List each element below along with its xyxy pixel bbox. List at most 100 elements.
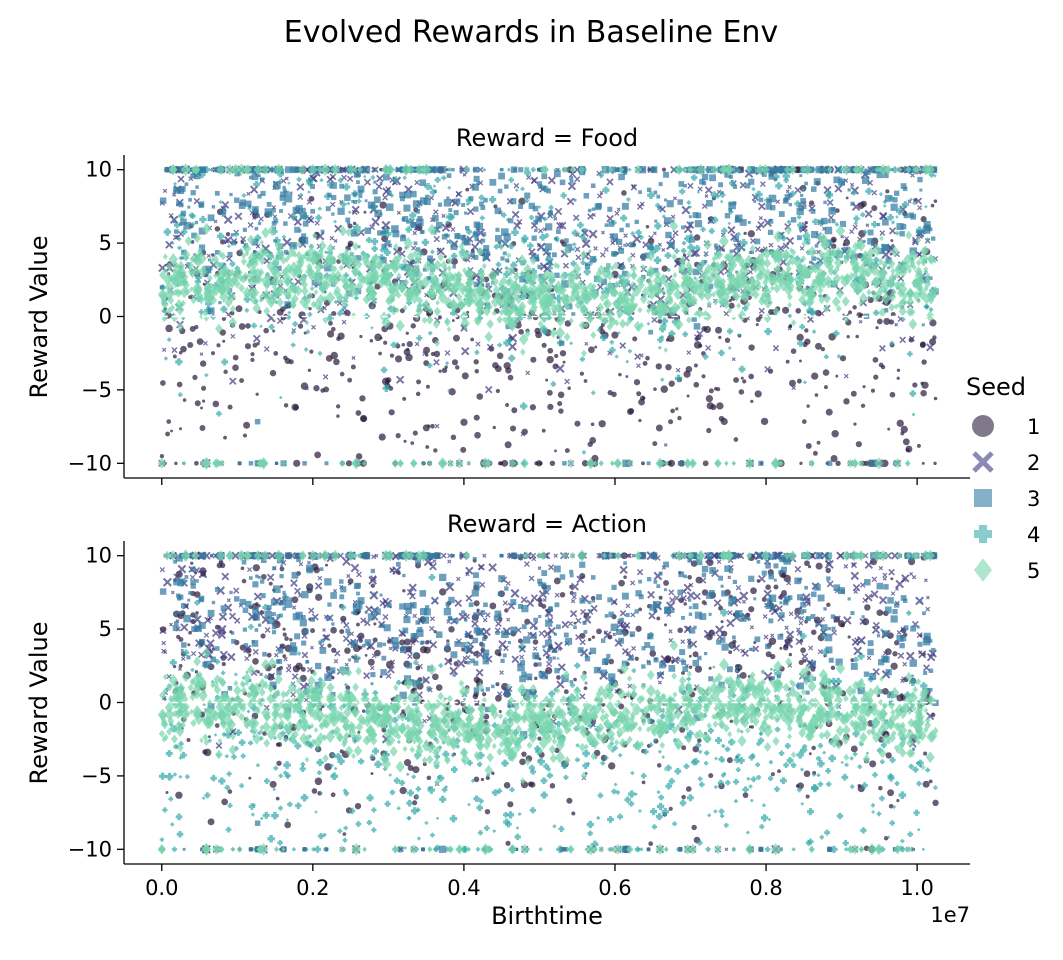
data-point-seed-2 [731, 357, 736, 362]
data-point-seed-3 [218, 301, 222, 305]
data-point-seed-4 [550, 381, 557, 387]
data-point-seed-3 [187, 205, 191, 209]
data-point-seed-1 [505, 840, 511, 846]
data-point-seed-1 [399, 639, 406, 646]
data-point-seed-1 [291, 596, 299, 604]
data-point-seed-5 [719, 234, 730, 248]
data-point-seed-1 [311, 788, 318, 794]
data-point-seed-1 [738, 389, 745, 395]
data-point-seed-3 [545, 223, 553, 231]
data-point-seed-2 [371, 217, 380, 226]
data-point-seed-1 [549, 783, 556, 789]
data-point-seed-1 [333, 358, 340, 366]
data-point-seed-1 [705, 394, 714, 403]
data-point-seed-1 [702, 460, 709, 467]
data-point-seed-1 [344, 647, 351, 654]
data-point-seed-3 [553, 170, 561, 178]
data-point-seed-1 [176, 381, 183, 388]
data-point-seed-1 [194, 324, 199, 330]
data-point-seed-3 [482, 253, 490, 260]
data-point-seed-1 [549, 460, 556, 467]
data-point-seed-1 [220, 562, 226, 568]
data-point-seed-4 [577, 221, 584, 229]
data-point-seed-4 [346, 201, 351, 206]
data-point-seed-4 [464, 249, 470, 255]
data-point-seed-5 [581, 349, 587, 358]
data-point-seed-5 [447, 458, 454, 468]
data-point-seed-3 [594, 203, 602, 211]
data-point-seed-1 [199, 425, 206, 431]
data-point-seed-1 [815, 562, 823, 570]
data-point-seed-4 [181, 316, 185, 321]
data-point-seed-5 [481, 262, 487, 270]
data-point-seed-1 [451, 319, 455, 322]
data-point-seed-4 [299, 192, 303, 197]
data-point-seed-2 [705, 344, 712, 351]
data-point-seed-2 [411, 245, 417, 251]
data-point-seed-1 [232, 354, 239, 361]
data-point-seed-3 [547, 252, 551, 256]
data-point-seed-4 [865, 187, 873, 195]
data-point-seed-3 [547, 260, 553, 266]
data-point-seed-4 [416, 335, 423, 342]
data-point-seed-2 [511, 210, 520, 219]
data-point-seed-4 [728, 346, 732, 350]
data-point-seed-3 [273, 181, 281, 190]
data-point-seed-2 [566, 197, 575, 206]
data-point-seed-4 [617, 274, 623, 280]
data-point-seed-1 [344, 309, 351, 317]
data-point-seed-3 [821, 217, 828, 225]
data-point-seed-1 [282, 627, 286, 631]
data-point-seed-1 [182, 398, 187, 402]
data-point-seed-3 [367, 201, 375, 209]
data-point-seed-1 [932, 335, 937, 340]
data-point-seed-4 [251, 322, 257, 329]
data-point-seed-1 [611, 331, 619, 339]
data-point-seed-3 [448, 208, 453, 212]
data-point-seed-1 [263, 327, 269, 334]
data-point-seed-1 [896, 799, 900, 803]
data-point-seed-2 [616, 207, 621, 212]
data-point-seed-1 [473, 676, 480, 683]
data-point-seed-4 [432, 184, 436, 188]
data-point-seed-1 [789, 379, 796, 387]
data-point-seed-5 [773, 230, 783, 243]
data-point-seed-1 [810, 629, 817, 635]
data-point-seed-3 [882, 218, 889, 226]
data-point-seed-5 [841, 296, 850, 307]
data-point-seed-1 [724, 337, 731, 343]
y-axis-label-food: Reward Value [25, 236, 53, 399]
data-point-seed-3 [813, 178, 821, 186]
data-point-seed-4 [360, 250, 366, 256]
data-point-seed-2 [266, 313, 276, 323]
data-point-seed-1 [310, 628, 315, 634]
data-point-seed-4 [466, 228, 472, 235]
data-point-seed-4 [751, 187, 756, 191]
data-point-seed-2 [858, 319, 863, 324]
data-point-seed-3 [835, 167, 841, 173]
data-point-seed-2 [675, 367, 681, 373]
data-point-seed-1 [645, 355, 650, 361]
data-point-seed-3 [563, 238, 569, 244]
data-point-seed-1 [706, 427, 712, 434]
data-point-seed-3 [876, 222, 881, 227]
data-point-seed-4 [654, 222, 662, 230]
data-point-seed-1 [533, 662, 539, 668]
data-point-seed-3 [289, 191, 293, 195]
data-point-seed-1 [370, 583, 376, 588]
data-point-seed-1 [256, 341, 260, 346]
data-point-seed-3 [903, 213, 909, 219]
data-point-seed-1 [887, 789, 895, 797]
data-point-seed-1 [423, 346, 431, 354]
data-point-seed-3 [238, 202, 246, 209]
data-point-seed-5 [769, 285, 775, 292]
data-point-seed-4 [430, 832, 435, 838]
data-point-seed-1 [812, 450, 818, 456]
data-point-seed-3 [415, 209, 421, 214]
data-point-seed-1 [284, 821, 292, 829]
data-point-seed-2 [591, 212, 596, 217]
data-point-seed-4 [340, 252, 346, 258]
data-point-seed-1 [668, 380, 675, 387]
data-point-seed-2 [240, 236, 247, 243]
data-point-seed-3 [810, 208, 816, 214]
